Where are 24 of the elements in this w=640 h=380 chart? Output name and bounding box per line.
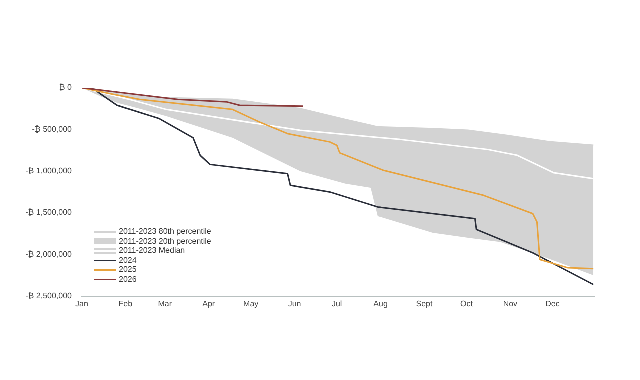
- y-tick-label: -₿ 2,000,000: [26, 250, 73, 259]
- legend-label: 2025: [119, 265, 137, 274]
- x-tick-label: Aug: [374, 299, 388, 308]
- x-tick-label: Oct: [460, 299, 474, 308]
- x-tick-label: Apr: [202, 299, 216, 308]
- legend-label: 2011-2023 80th percentile: [119, 227, 212, 236]
- x-tick-label: Jul: [332, 299, 342, 308]
- legend-label: 2024: [119, 256, 137, 265]
- y-tick-label: ₿ 0: [59, 83, 73, 92]
- x-tick-label: May: [244, 299, 259, 308]
- x-tick-label: Mar: [158, 299, 172, 308]
- y-tick-label: -₿ 2,500,000: [26, 292, 73, 301]
- x-tick-label: Dec: [546, 299, 560, 308]
- x-tick-label: Jan: [76, 299, 88, 308]
- x-tick-label: Sept: [416, 299, 434, 308]
- legend-label: 2011-2023 Median: [119, 246, 186, 256]
- legend-label: 2011-2023 20th percentile: [119, 236, 212, 246]
- y-tick-label: -₿ 1,000,000: [26, 166, 73, 176]
- x-tick-label: Feb: [118, 299, 134, 308]
- y-tick-label: -₿ 500,000: [32, 124, 73, 134]
- x-tick-label: Jun: [288, 299, 302, 308]
- y-tick-label: -₿ 1,500,000: [26, 208, 73, 218]
- legend-label: 2026: [119, 274, 137, 284]
- x-tick-label: Nov: [503, 299, 518, 308]
